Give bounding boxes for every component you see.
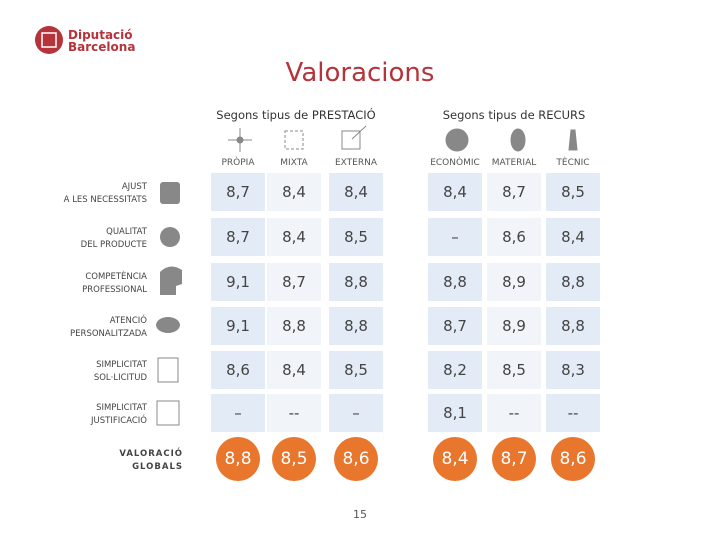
score-cell: 8,7 [267, 263, 321, 301]
row-label: PROFESSIONAL [82, 285, 147, 295]
score-cell: 8,1 [428, 394, 482, 432]
score-cell: 8,6 [211, 351, 265, 389]
score-cell: – [329, 394, 383, 432]
row-label: SIMPLICITAT [96, 403, 147, 413]
logo-text: Diputació [68, 28, 133, 42]
score-cell: 8,7 [428, 307, 482, 345]
row-label: GLOBALS [132, 462, 183, 472]
score-cell: 8,8 [428, 263, 482, 301]
score-cell: 8,4 [267, 351, 321, 389]
score-cell: 8,3 [546, 351, 600, 389]
score-cell: 9,1 [211, 307, 265, 345]
row-label: SOL·LICITUD [93, 373, 147, 383]
logo-mark [41, 32, 57, 48]
score-cell: 8,5 [329, 218, 383, 256]
score-cell: 8,5 [546, 173, 600, 211]
row-label: VALORACIÓ [119, 449, 183, 459]
global-score: 8,8 [216, 437, 260, 481]
column-label: MATERIAL [491, 158, 537, 168]
row-label: DEL PRODUCTE [80, 240, 147, 250]
score-cell: – [211, 394, 265, 432]
score-cell: 8,7 [211, 173, 265, 211]
score-cell: 8,8 [546, 307, 600, 345]
row-label: SIMPLICITAT [96, 360, 147, 370]
column-icons [228, 125, 578, 152]
score-cell: -- [487, 394, 541, 432]
score-cell: 8,4 [267, 218, 321, 256]
row-label: COMPETÈNCIA [85, 272, 147, 282]
row-label: QUALITAT [106, 227, 147, 237]
score-cell: 8,4 [428, 173, 482, 211]
logo-text: Barcelona [68, 40, 136, 54]
score-cell: 8,9 [487, 263, 541, 301]
row-icons [156, 182, 182, 426]
column-label: TÈCNIC [556, 158, 590, 168]
column-label: ECONÒMIC [430, 158, 480, 168]
score-cell: 8,8 [329, 307, 383, 345]
global-score: 8,7 [492, 437, 536, 481]
page-number: 15 [353, 508, 367, 521]
score-cell: 9,1 [211, 263, 265, 301]
score-cell: 8,2 [428, 351, 482, 389]
global-score: 8,6 [334, 437, 378, 481]
column-label: PRÒPIA [221, 158, 255, 168]
group-header: Segons tipus de PRESTACIÓ [216, 108, 376, 122]
score-cell: 8,6 [487, 218, 541, 256]
score-cell: 8,8 [267, 307, 321, 345]
global-score: 8,5 [272, 437, 316, 481]
score-cell: -- [267, 394, 321, 432]
group-header: Segons tipus de RECURS [442, 108, 586, 122]
row-label: JUSTIFICACIÓ [91, 416, 147, 426]
row-label: A LES NECESSITATS [63, 195, 147, 205]
global-score: 8,6 [551, 437, 595, 481]
global-score: 8,4 [433, 437, 477, 481]
row-label: AJUST [121, 182, 147, 192]
score-cell: 8,5 [329, 351, 383, 389]
score-cell: 8,5 [487, 351, 541, 389]
score-cell: 8,8 [329, 263, 383, 301]
score-cell: – [428, 218, 482, 256]
score-cell: -- [546, 394, 600, 432]
score-cell: 8,9 [487, 307, 541, 345]
row-label: PERSONALITZADA [70, 329, 147, 339]
score-cell: 8,4 [267, 173, 321, 211]
score-cell: 8,7 [487, 173, 541, 211]
score-cell: 8,4 [546, 218, 600, 256]
score-cell: 8,8 [546, 263, 600, 301]
row-label: ATENCIÓ [109, 316, 147, 326]
score-cell: 8,7 [211, 218, 265, 256]
title: Valoracions [285, 58, 435, 88]
logo-emblem [35, 26, 63, 54]
score-cell: 8,4 [329, 173, 383, 211]
column-label: MIXTA [280, 158, 308, 168]
column-label: EXTERNA [334, 158, 378, 168]
